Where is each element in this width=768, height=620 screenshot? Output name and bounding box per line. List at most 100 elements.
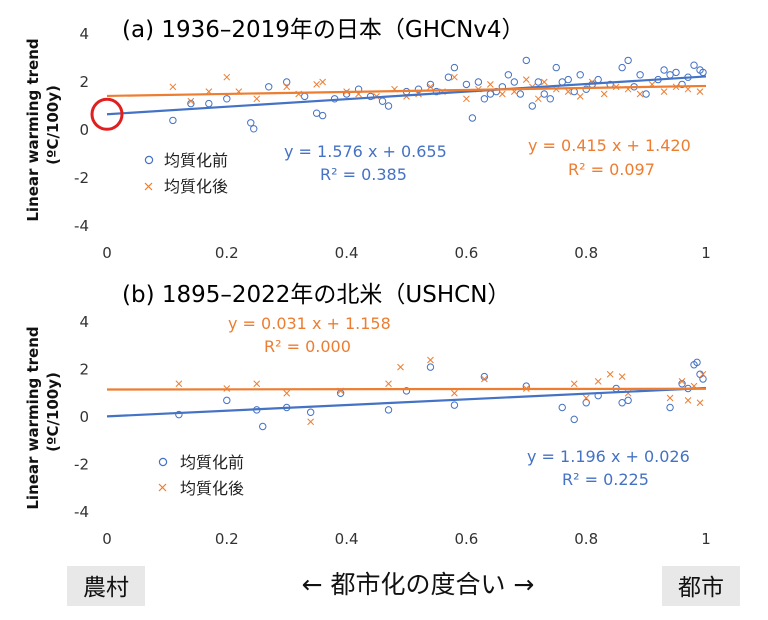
x-marker-stroke <box>576 93 584 100</box>
data-point-before <box>594 75 602 84</box>
x-marker-stroke <box>696 399 704 407</box>
data-point-before <box>534 78 542 86</box>
data-point-before <box>666 403 674 412</box>
data-point-after <box>606 370 614 378</box>
data-point-after <box>618 373 626 380</box>
x-marker-stroke <box>283 83 291 91</box>
legend-a-before-label: 均質化前 <box>164 151 228 170</box>
x-tick-label: 0.4 <box>335 244 359 262</box>
data-point-before <box>175 410 183 419</box>
data-point-after <box>481 375 488 383</box>
rural-label: 農村 <box>83 575 129 601</box>
data-point-after <box>696 88 704 95</box>
data-point-before <box>283 78 291 86</box>
data-point-after <box>175 380 183 388</box>
x-marker-stroke <box>684 397 692 404</box>
data-point-before <box>426 80 435 89</box>
x-marker-stroke <box>534 95 542 103</box>
x-marker-stroke <box>498 90 506 98</box>
x-tick-label: 0 <box>102 530 112 548</box>
legend-b-before-label: 均質化前 <box>180 453 244 472</box>
x-marker-stroke <box>699 370 707 378</box>
x-marker-stroke <box>636 90 644 98</box>
data-point-before <box>318 111 327 120</box>
panel-a-before-equation: y = 1.576 x + 0.655 <box>284 142 447 161</box>
data-point-after <box>427 356 434 364</box>
data-point-after <box>564 88 572 95</box>
x-marker-stroke <box>522 76 530 83</box>
x-tick-label: 0.6 <box>454 530 478 548</box>
data-point-before <box>552 63 560 72</box>
x-marker-stroke <box>600 90 608 98</box>
data-point-before <box>444 73 453 81</box>
panel-b: (b) 1895–2022年の北米（USHCN） Linear warming … <box>24 282 711 548</box>
data-point-after <box>427 83 434 91</box>
data-point-before <box>480 372 489 381</box>
x-tick-label: 0.2 <box>215 530 239 548</box>
data-point-before <box>618 399 626 407</box>
x-marker-stroke <box>570 380 578 388</box>
panel-a-ylabel: Linear warming trend <box>24 38 42 221</box>
data-point-after <box>283 83 291 91</box>
y-tick-label: -4 <box>74 217 89 235</box>
data-point-after <box>522 76 530 83</box>
x-marker-stroke <box>463 95 470 103</box>
data-point-before <box>624 396 632 405</box>
data-point-after <box>223 73 231 81</box>
x-marker-stroke <box>169 83 177 91</box>
legend-b-before-marker <box>158 457 168 467</box>
x-marker-stroke <box>666 394 674 402</box>
trendline-before <box>106 75 707 116</box>
x-marker-stroke <box>582 394 590 402</box>
data-point-before <box>450 63 459 72</box>
data-point-before <box>624 56 632 65</box>
data-point-after <box>636 90 644 98</box>
data-point-before <box>205 99 213 108</box>
x-marker-stroke <box>618 373 626 380</box>
panel-b-after-r2: R² = 0.000 <box>264 337 351 356</box>
x-marker-stroke <box>187 97 195 105</box>
panel-b-marks <box>106 356 707 431</box>
legend-a-after-label: 均質化後 <box>164 177 228 196</box>
x-marker-stroke <box>253 95 261 103</box>
x-tick-label: 0.8 <box>574 530 598 548</box>
data-point-after <box>307 418 315 426</box>
panel-b-before-equation: y = 1.196 x + 0.026 <box>527 447 690 466</box>
data-point-after <box>313 81 321 88</box>
panel-a-title: (a) 1936–2019年の日本（GHCNv4） <box>122 17 525 43</box>
intercept-highlight-circle <box>90 97 124 131</box>
data-point-before <box>660 66 668 74</box>
x-marker-stroke <box>427 356 434 364</box>
data-point-after <box>699 370 707 378</box>
data-point-before <box>414 85 423 93</box>
x-marker-stroke <box>594 378 602 385</box>
data-point-after <box>253 380 261 388</box>
data-point-after <box>498 90 506 98</box>
panel-a-after-r2: R² = 0.097 <box>568 160 655 179</box>
data-point-after <box>576 93 584 100</box>
data-point-after <box>660 88 668 95</box>
trendline-after <box>106 84 707 98</box>
data-point-before <box>474 78 483 86</box>
data-point-before <box>300 92 309 101</box>
data-point-before <box>378 97 387 105</box>
y-tick-label: 4 <box>79 313 89 331</box>
data-point-before <box>666 71 674 79</box>
legend-b-after-label: 均質化後 <box>180 479 244 498</box>
data-point-before <box>384 406 393 414</box>
panel-b-ylabel-unit: (ºC/100y) <box>44 372 62 452</box>
data-point-before <box>699 375 707 383</box>
x-marker-stroke <box>385 380 392 388</box>
data-point-before <box>247 119 255 127</box>
data-point-after <box>385 380 392 388</box>
data-point-before <box>690 61 698 69</box>
panel-a-y-ticks: 4 2 0 -2 -4 <box>74 25 89 235</box>
panel-b-ylabel: Linear warming trend <box>24 326 42 509</box>
data-point-before <box>693 358 701 367</box>
x-marker-stroke <box>696 88 704 95</box>
data-point-after <box>487 81 494 88</box>
panel-a-x-ticks: 0 0.2 0.4 0.6 0.8 1 <box>102 244 711 262</box>
x-marker-stroke <box>564 88 572 95</box>
data-point-before <box>342 90 351 98</box>
